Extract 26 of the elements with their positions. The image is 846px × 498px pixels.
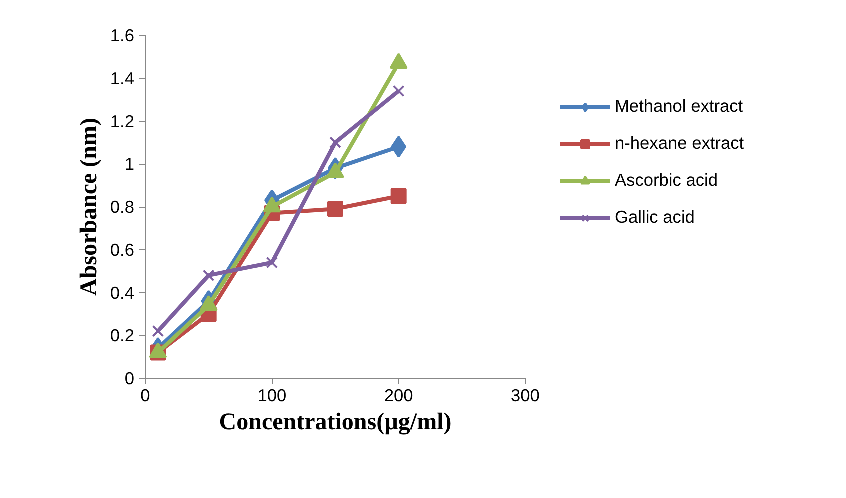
point [392, 85, 405, 98]
y-tick-label: 1.2 [110, 111, 135, 132]
point [202, 270, 215, 282]
y-tick-label: 1.4 [110, 68, 135, 88]
y-tick-label: 0.8 [110, 197, 135, 217]
x-tick-label: 100 [258, 386, 287, 406]
y-tick-label: 1 [124, 154, 135, 174]
y-tick-label: 0 [124, 368, 135, 388]
x-axis-title: Concentrations(µg/ml) [219, 410, 452, 436]
y-tick-label: 0.6 [110, 240, 135, 260]
point [152, 325, 164, 338]
legend-label: Methanol extract [615, 96, 744, 117]
y-tick-label: 0.4 [110, 282, 135, 303]
x-tick-label: 0 [140, 386, 150, 406]
point [330, 136, 342, 149]
x-tick-label: 300 [511, 386, 540, 406]
legend-label: Gallic acid [615, 207, 695, 228]
point [266, 256, 278, 269]
legend-label: Ascorbic acid [615, 170, 718, 191]
point [390, 188, 407, 204]
y-tick-label: 1.6 [110, 26, 135, 46]
y-tick-label: 0.2 [110, 326, 135, 346]
x-tick-label: 200 [384, 386, 414, 406]
legend-label: n-hexane extract [615, 133, 744, 154]
y-axis-title: Absorbance (nm) [76, 118, 102, 296]
point [328, 201, 344, 218]
